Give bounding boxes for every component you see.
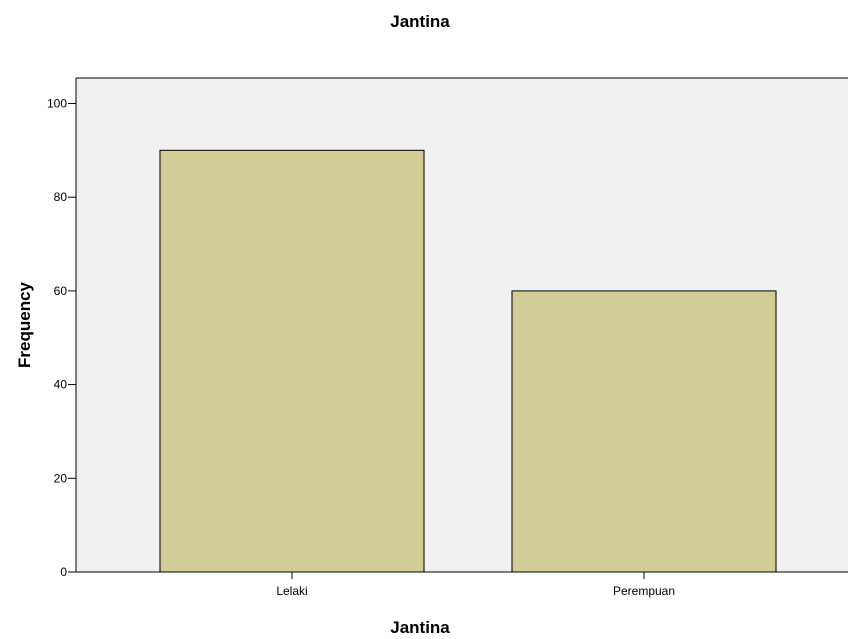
bars-layer xyxy=(159,149,777,573)
x-tick-label: Lelaki xyxy=(276,584,307,598)
y-tick-label: 60 xyxy=(54,284,68,298)
y-tick-label: 20 xyxy=(54,471,68,485)
bar-lelaki xyxy=(159,149,425,573)
y-tick-label: 100 xyxy=(47,97,67,111)
y-ticks-layer: 0 20 40 60 80 100 xyxy=(47,97,76,579)
bar-perempuan xyxy=(511,290,777,573)
x-ticks-layer: Lelaki Perempuan xyxy=(276,572,675,598)
y-tick-label: 40 xyxy=(54,378,68,392)
y-tick-label: 80 xyxy=(54,190,68,204)
x-tick-label: Perempuan xyxy=(613,584,675,598)
y-tick-label: 0 xyxy=(60,565,67,579)
x-axis-label: Jantina xyxy=(390,618,450,637)
chart-title: Jantina xyxy=(390,12,450,31)
y-axis-label: Frequency xyxy=(15,281,34,368)
